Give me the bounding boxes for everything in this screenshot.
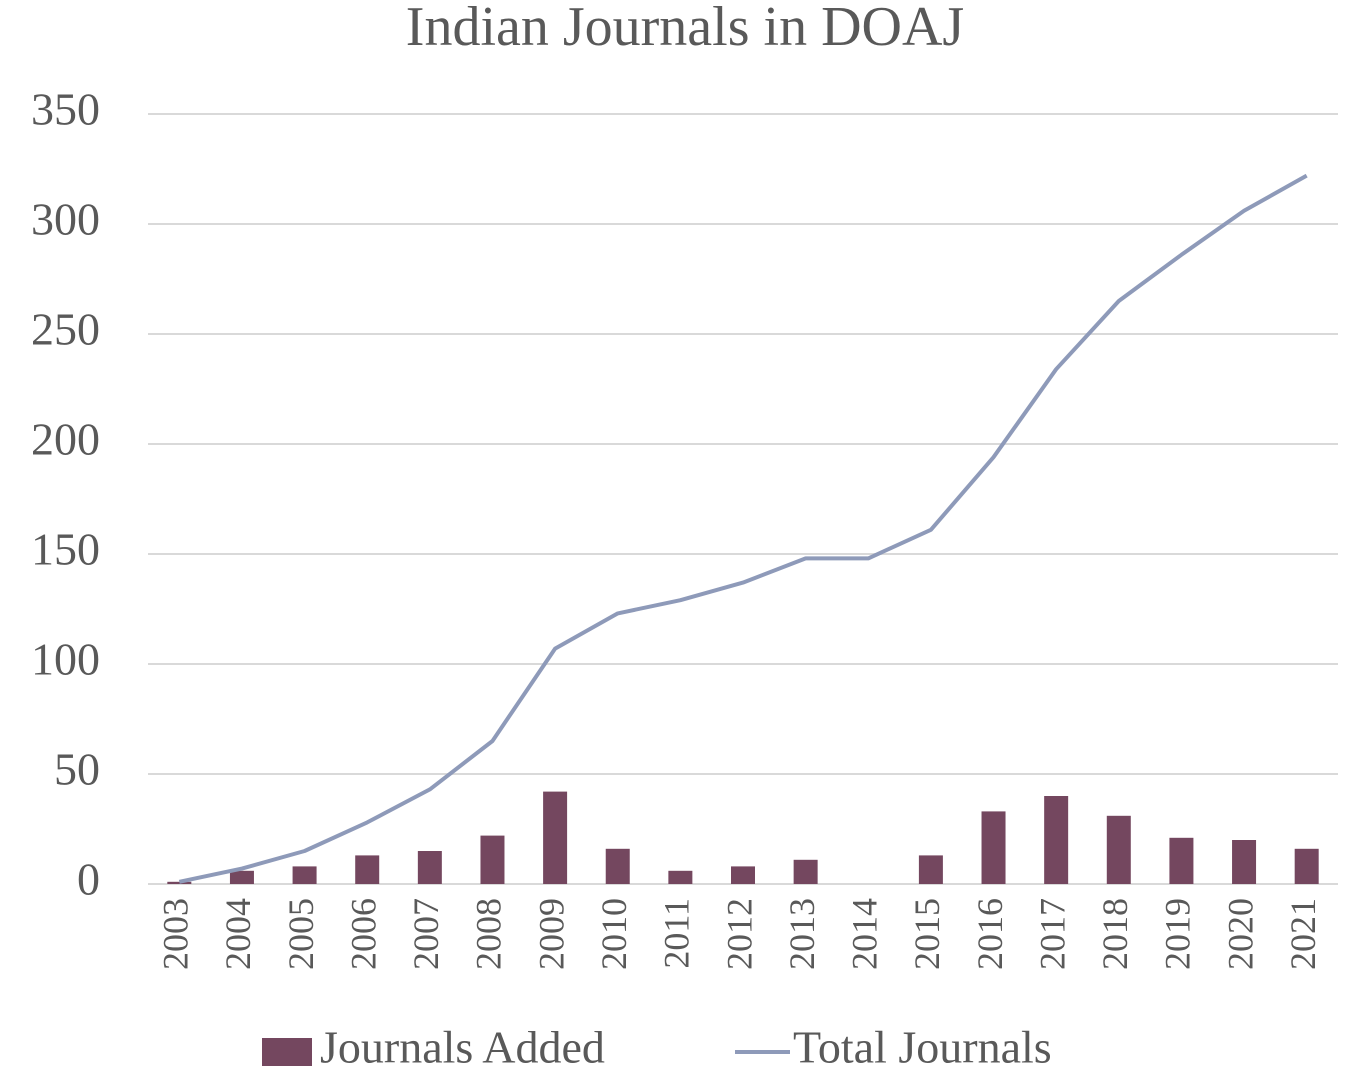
x-tick-label: 2015: [907, 898, 947, 970]
x-tick-label: 2020: [1220, 898, 1260, 970]
chart-title: Indian Journals in DOAJ: [406, 0, 964, 58]
x-tick-label: 2008: [469, 898, 509, 970]
x-tick-label: 2006: [343, 898, 383, 970]
bar: [417, 851, 442, 884]
y-tick-label: 250: [31, 304, 100, 355]
y-tick-label: 50: [54, 744, 100, 795]
bar: [167, 881, 192, 884]
x-tick-label: 2007: [406, 898, 446, 970]
legend-label: Total Journals: [793, 1022, 1052, 1073]
legend-swatch: [262, 1038, 312, 1066]
x-tick-label: 2017: [1032, 898, 1072, 970]
y-tick-label: 200: [31, 414, 100, 465]
bar: [1169, 837, 1194, 884]
x-tick-label: 2011: [657, 898, 697, 969]
bar: [1232, 840, 1257, 884]
y-tick-label: 350: [31, 84, 100, 135]
x-tick-label: 2013: [782, 898, 822, 970]
x-tick-label: 2016: [970, 898, 1010, 970]
bar: [605, 848, 630, 884]
x-tick-label: 2005: [281, 898, 321, 970]
x-tick-label: 2010: [594, 898, 634, 970]
bar: [229, 870, 254, 884]
y-tick-label: 300: [31, 194, 100, 245]
x-tick-label: 2014: [845, 898, 885, 970]
bar: [543, 791, 568, 884]
bar: [480, 835, 505, 884]
line: [178, 173, 1308, 884]
y-tick-label: 0: [77, 854, 100, 905]
x-tick-label: 2004: [218, 898, 258, 970]
bar: [981, 811, 1006, 884]
y-tick-label: 100: [31, 634, 100, 685]
y-tick-label: 150: [31, 524, 100, 575]
x-tick-label: 2009: [531, 898, 571, 970]
bar: [668, 870, 693, 884]
bar: [355, 855, 380, 884]
x-tick-label: 2003: [156, 898, 196, 970]
bar: [918, 855, 943, 884]
x-tick-label: 2018: [1095, 898, 1135, 970]
x-tick-label: 2019: [1158, 898, 1198, 970]
bar: [292, 866, 317, 884]
x-tick-label: 2012: [719, 898, 759, 970]
x-tick-label: 2021: [1283, 898, 1323, 970]
bar: [793, 859, 818, 884]
bar: [1294, 848, 1319, 884]
bar: [1106, 815, 1131, 884]
legend-label: Journals Added: [320, 1022, 605, 1073]
bar: [1044, 796, 1069, 884]
bar: [731, 866, 755, 884]
